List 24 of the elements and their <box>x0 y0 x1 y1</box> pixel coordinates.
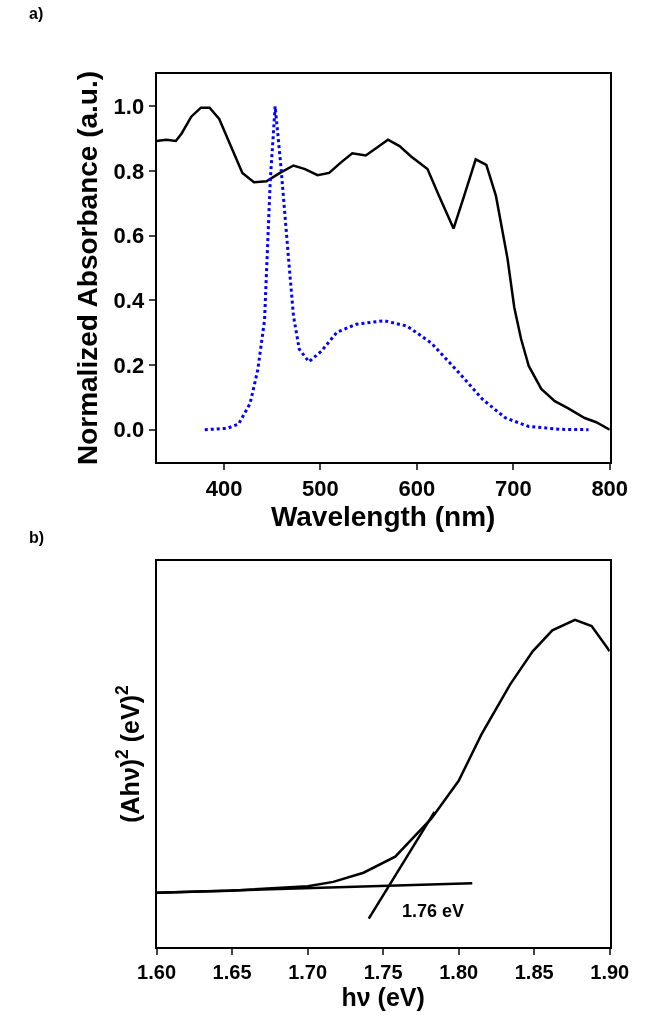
y-tick-label: 0.4 <box>113 288 145 314</box>
y-tick-label: 0.8 <box>113 158 145 184</box>
x-tick-label: 800 <box>591 476 629 502</box>
text: a) <box>29 5 44 22</box>
y-tick-label: 1.0 <box>113 94 145 120</box>
y-axis-title: Normalized Absorbance (a.u.) <box>71 70 103 466</box>
x-tick-label: 600 <box>398 476 436 502</box>
annotation: 1.76 eV <box>402 901 465 921</box>
x-tick-label: 1.60 <box>137 961 177 983</box>
x-tick-label: 1.70 <box>288 961 328 983</box>
x-axis-title: Wavelength (nm) <box>270 501 496 533</box>
y-tick-label: 0.0 <box>113 417 145 443</box>
y-tick-label: 0.2 <box>113 352 145 378</box>
x-tick-label: 1.85 <box>514 961 554 983</box>
x-tick-label: 1.80 <box>439 961 479 983</box>
x-tick-label: 700 <box>494 476 532 502</box>
y-tick-label: 0.6 <box>113 223 145 249</box>
x-tick-label: 400 <box>205 476 243 502</box>
x-tick-label: 500 <box>302 476 339 502</box>
x-axis-title: hν (eV) <box>341 983 425 1011</box>
x-tick-label: 1.65 <box>212 961 252 983</box>
x-tick-label: 1.75 <box>363 961 403 983</box>
x-tick-label: 1.90 <box>590 961 630 983</box>
text: b) <box>29 529 45 546</box>
